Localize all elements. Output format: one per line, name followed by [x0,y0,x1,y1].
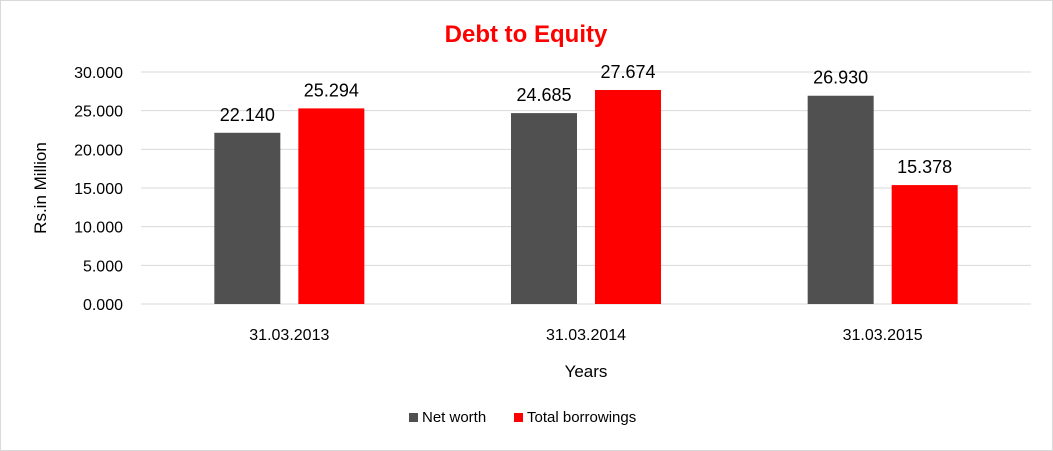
legend-swatch [409,413,418,422]
chart-title: Debt to Equity [445,21,608,48]
bar-total-borrowings [298,108,365,304]
x-tick-label: 31.03.2013 [249,327,329,344]
data-label: 22.140 [220,105,275,125]
legend: Net worth Total borrowings [409,409,636,426]
legend-swatch [514,413,523,422]
bars [214,89,958,305]
data-label: 26.930 [813,68,868,88]
bar-net-worth [807,95,874,304]
bar-total-borrowings [595,89,661,304]
y-axis-tick-labels: 0.000 5.000 10.000 15.000 20.000 25.000 30.000 [74,65,123,314]
x-tick-label: 31.03.2015 [843,327,923,344]
bar-total-borrowings [891,185,958,304]
bar-net-worth [214,132,281,304]
data-label: 27.674 [600,62,655,82]
y-tick-label: 5.000 [83,258,123,275]
y-tick-label: 10.000 [74,220,123,237]
x-tick-label: 31.03.2014 [546,327,626,344]
data-label: 25.294 [304,80,359,100]
x-axis-tick-labels: 31.03.2013 31.03.2014 31.03.2015 [249,327,923,344]
legend-label: Net worth [422,409,486,426]
y-tick-label: 0.000 [83,297,123,314]
y-tick-label: 20.000 [74,142,123,159]
data-label: 24.685 [516,85,571,105]
y-tick-label: 30.000 [74,65,123,82]
y-tick-label: 15.000 [74,181,123,198]
bar-net-worth [511,113,577,305]
x-axis-title: Years [565,362,608,381]
y-axis-title: Rs.in Million [31,142,50,234]
data-label: 15.378 [897,157,952,177]
data-labels: 22.140 25.294 24.685 27.674 26.930 15.378 [220,62,952,177]
legend-label: Total borrowings [527,409,636,426]
gridlines [141,71,1031,305]
y-tick-label: 25.000 [74,104,123,121]
